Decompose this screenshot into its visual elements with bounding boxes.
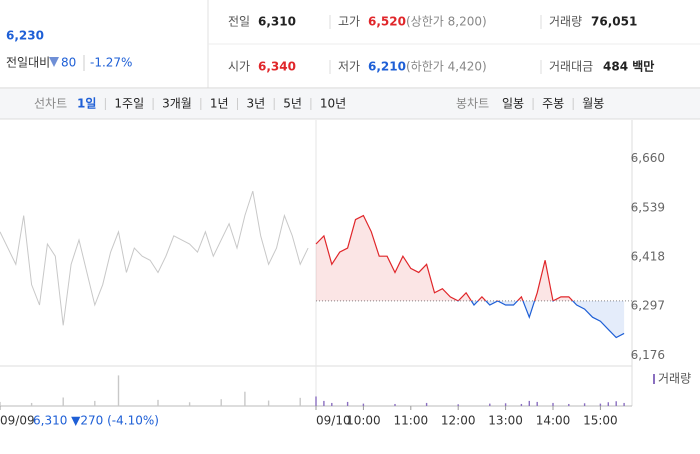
change-pct: -1.27% bbox=[90, 56, 132, 70]
volume-bar bbox=[528, 400, 530, 406]
volume-bar bbox=[267, 400, 270, 406]
prev-day-label: 6,310 ▼270 (-4.10%) bbox=[33, 414, 159, 428]
y-tick-label: 6,660 bbox=[631, 151, 665, 165]
volume-bar bbox=[362, 403, 365, 406]
volume-bar bbox=[117, 375, 120, 406]
summary-label: 전일 bbox=[228, 15, 250, 29]
volume-bar bbox=[583, 403, 586, 406]
volume-bar bbox=[94, 400, 96, 406]
range-tab[interactable]: 10년 bbox=[320, 97, 346, 111]
x-tick-label: 11:00 bbox=[394, 414, 429, 428]
volume-bar bbox=[568, 403, 570, 406]
x-tick-label: 14:00 bbox=[536, 414, 571, 428]
summary-note: (하한가 4,420) bbox=[406, 60, 487, 74]
volume-bar bbox=[504, 403, 507, 406]
price-line-down bbox=[456, 300, 625, 339]
volume-bar bbox=[425, 402, 428, 406]
range-tab[interactable]: 3년 bbox=[247, 97, 266, 111]
volume-bar bbox=[623, 402, 625, 406]
volume-bar bbox=[244, 391, 246, 406]
volume-bar bbox=[536, 401, 538, 406]
y-tick-label: 6,539 bbox=[631, 200, 665, 214]
volume-bar bbox=[323, 400, 325, 406]
summary-label: 고가 bbox=[338, 15, 360, 29]
volume-bar bbox=[331, 402, 333, 406]
volume-bar bbox=[489, 403, 491, 406]
volume-bar bbox=[457, 404, 459, 406]
candle-tab[interactable]: 일봉 bbox=[502, 97, 524, 111]
summary-value: 6,210 bbox=[368, 60, 406, 74]
tab-bar bbox=[0, 89, 700, 119]
volume-bar bbox=[220, 399, 222, 406]
summary-value: 6,310 bbox=[258, 15, 296, 29]
x-tick-label: 12:00 bbox=[441, 414, 476, 428]
x-tick-label: 10:00 bbox=[346, 414, 381, 428]
candle-tab[interactable]: 주봉 bbox=[542, 97, 564, 111]
change: 80 bbox=[61, 56, 76, 70]
summary-value: 484 백만 bbox=[603, 59, 654, 74]
legend-label: 거래량 bbox=[658, 372, 691, 386]
y-tick-label: 6,297 bbox=[631, 299, 665, 313]
tab-label: 봉차트 bbox=[456, 97, 489, 111]
volume-bar bbox=[157, 399, 159, 406]
summary-value: 6,340 bbox=[258, 60, 296, 74]
summary-label: 시가 bbox=[228, 60, 250, 74]
summary-label: 거래량 bbox=[549, 15, 582, 29]
volume-bar bbox=[394, 403, 396, 406]
down-icon bbox=[49, 57, 59, 67]
tab-label: 선차트 bbox=[34, 97, 67, 111]
price-line-up bbox=[315, 214, 574, 301]
area-up bbox=[316, 215, 625, 301]
range-tab[interactable]: 1주일 bbox=[114, 97, 144, 111]
volume-bar bbox=[599, 403, 602, 406]
volume-bar bbox=[552, 402, 554, 406]
summary-value: 76,051 bbox=[591, 15, 637, 29]
volume-bar bbox=[607, 402, 609, 406]
range-tab[interactable]: 1년 bbox=[210, 97, 229, 111]
price: 6,230 bbox=[6, 29, 44, 43]
volume-bar bbox=[520, 403, 523, 406]
y-tick-label: 6,176 bbox=[631, 348, 665, 362]
volume-bar bbox=[615, 401, 617, 406]
volume-bar bbox=[315, 396, 317, 406]
summary-label: 저가 bbox=[338, 60, 360, 74]
volume-bar bbox=[188, 402, 191, 406]
volume-bar bbox=[62, 397, 64, 406]
y-tick-label: 6,418 bbox=[631, 250, 665, 264]
change-label: 전일대비 bbox=[6, 56, 50, 70]
summary-note: (상한가 8,200) bbox=[406, 15, 487, 29]
x-tick-label: 09/10 bbox=[316, 414, 351, 428]
prev-price-line bbox=[0, 190, 309, 326]
x-tick-label: 15:00 bbox=[583, 414, 618, 428]
x-tick-label: 09/09 bbox=[0, 414, 35, 428]
range-tab[interactable]: 1일 bbox=[77, 97, 96, 111]
volume-bar bbox=[30, 402, 33, 406]
volume-bar bbox=[0, 401, 1, 406]
candle-tab[interactable]: 월봉 bbox=[582, 97, 604, 111]
x-tick-label: 13:00 bbox=[488, 414, 523, 428]
range-tab[interactable]: 5년 bbox=[283, 97, 302, 111]
legend-swatch bbox=[653, 374, 655, 384]
summary-label: 거래대금 bbox=[549, 60, 593, 74]
volume-bar bbox=[299, 397, 301, 406]
range-tab[interactable]: 3개월 bbox=[162, 97, 192, 111]
summary-value: 6,520 bbox=[368, 15, 406, 29]
volume-bar bbox=[346, 401, 349, 406]
